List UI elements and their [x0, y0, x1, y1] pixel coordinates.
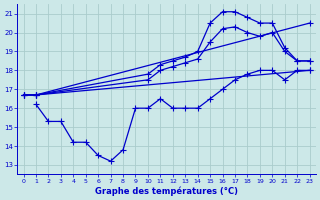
- X-axis label: Graphe des températures (°C): Graphe des températures (°C): [95, 186, 238, 196]
